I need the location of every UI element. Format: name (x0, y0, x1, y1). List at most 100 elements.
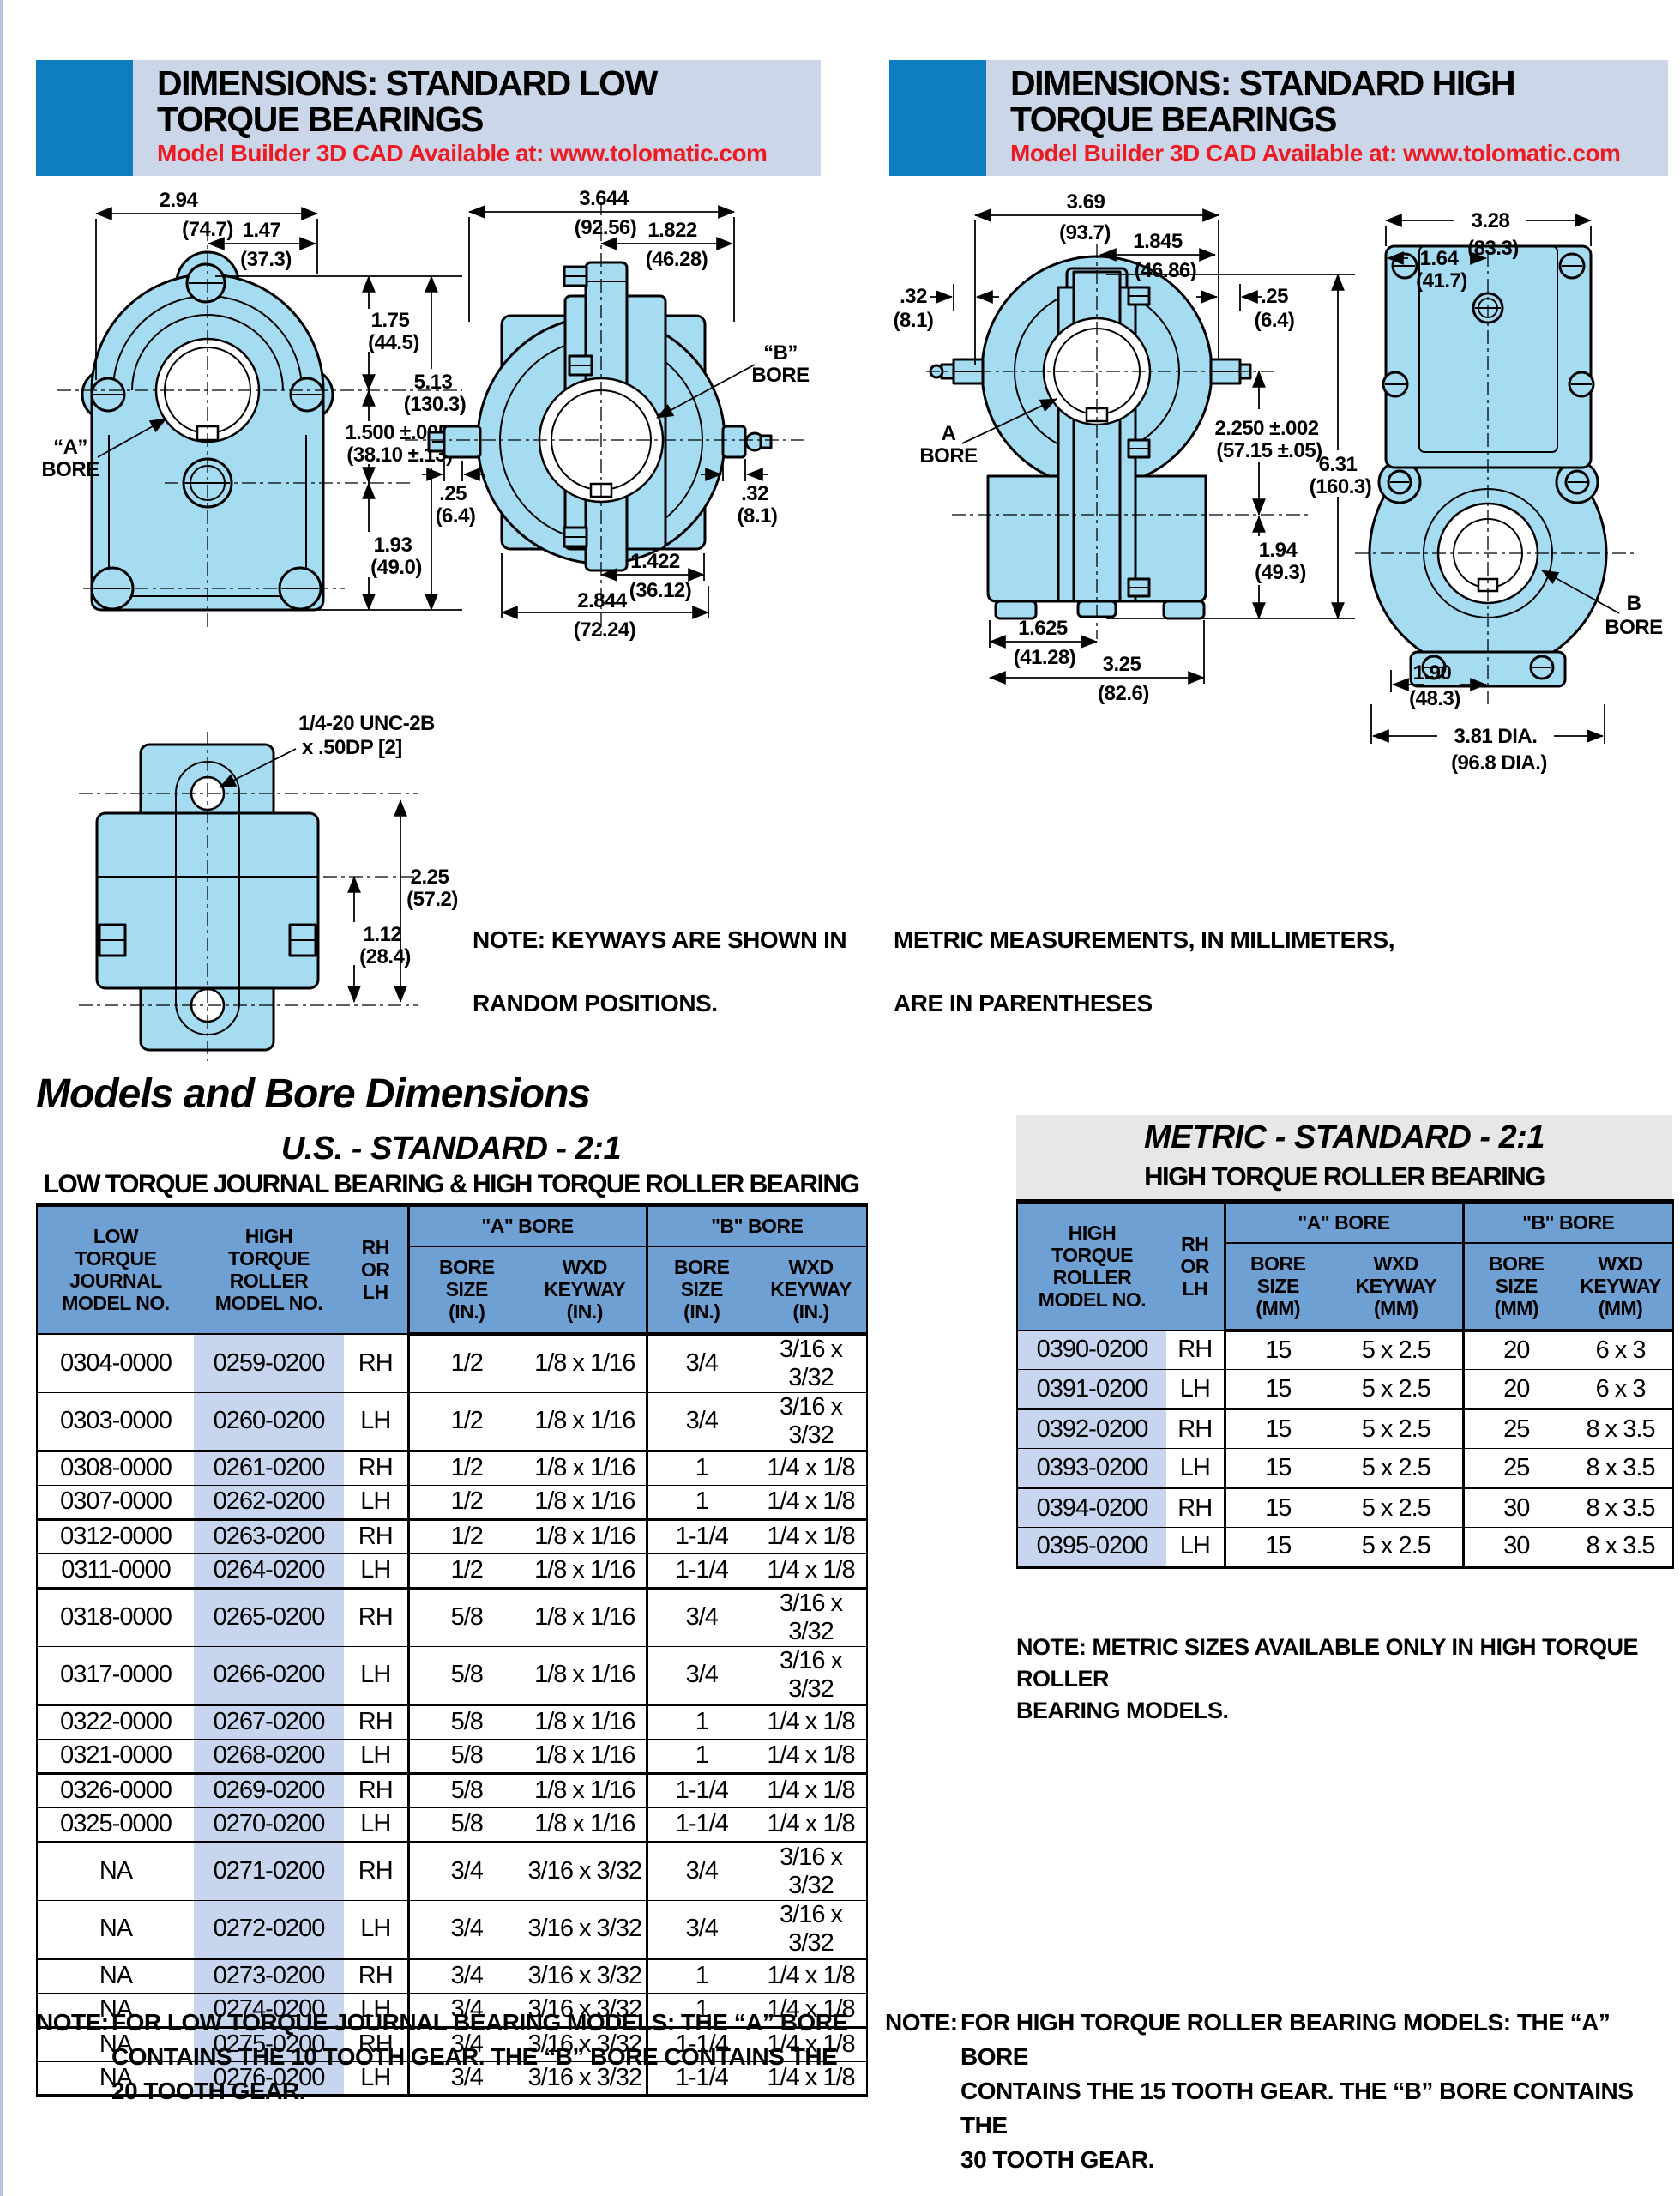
table-cell: LH (1166, 1369, 1225, 1410)
table-cell: RH (1166, 1409, 1225, 1449)
table-cell: 3/4 (645, 1588, 756, 1647)
table-cell: 0303-0000 (37, 1392, 194, 1452)
col-header-rh-lh: RH OR LH (1166, 1201, 1225, 1331)
table-cell: 3/16 x 3/32 (756, 1842, 868, 1901)
table-cell: 0325-0000 (37, 1807, 194, 1843)
table-cell: NA (37, 2061, 194, 2097)
table-cell: 3/4 (406, 1842, 524, 1901)
table-cell: LH (344, 1553, 408, 1590)
dimension-label: (37.3) (240, 248, 292, 271)
note-label: NOTE: (36, 2009, 109, 2036)
table-cell: 1/4 x 1/8 (756, 2027, 868, 2062)
table-row: NA 0273-0200 RH 3/4 3/16 x 3/32 1 1/4 x 1/8 (37, 1958, 868, 1994)
table-cell: 1/4 x 1/8 (756, 2061, 868, 2097)
col-header-a-bore-size: BORE SIZE (IN.) (406, 1246, 524, 1336)
group-header-b-bore: "B" BORE (645, 1204, 868, 1247)
table-row: 0311-0000 0264-0200 LH 1/2 1/8 x 1/16 1-1/4 1/… (37, 1553, 868, 1590)
table-cell: 3/16 x 3/32 (524, 1993, 647, 2029)
table-cell: 1-1/4 (645, 1807, 756, 1843)
note-metric-line1: METRIC MEASUREMENTS, IN MILLIMETERS, (894, 926, 1395, 953)
table-row: 0304-0000 0259-0200 RH 1/2 1/8 x 1/16 3/4 3/16… (37, 1333, 868, 1393)
table-row: 0317-0000 0266-0200 LH 5/8 1/8 x 1/16 3/4 3/16… (37, 1646, 868, 1706)
table-cell: 20 (1461, 1330, 1569, 1370)
low-side-view (427, 261, 773, 572)
table-cell: 1/4 x 1/8 (756, 1519, 868, 1554)
dimension-label: (130.3) (404, 393, 467, 416)
table-row: 0321-0000 0268-0200 LH 5/8 1/8 x 1/16 1 1/4 x … (37, 1739, 868, 1775)
table-cell: 1/4 x 1/8 (756, 1773, 868, 1808)
col-header-low-torque-model: LOW TORQUE JOURNAL MODEL NO. (37, 1204, 194, 1335)
dimension-label: (6.4) (436, 504, 476, 528)
table-cell: 5/8 (406, 1807, 524, 1843)
high-front-centerlines (926, 244, 1308, 639)
table-row: NA 0275-0200 RH 3/4 3/16 x 3/32 1-1/4 1/4 x 1/… (37, 2027, 868, 2062)
dimension-label: (57.15 ±.05) (1216, 439, 1322, 462)
table-cell: 1/8 x 1/16 (524, 1553, 647, 1590)
table-cell: 1/2 (406, 1485, 524, 1521)
table-row: 0390-0200 RH 15 5 x 2.5 20 6 x 3 (1017, 1330, 1674, 1370)
section-title: Models and Bore Dimensions (36, 1071, 591, 1117)
dimension-label: (48.3) (1409, 687, 1460, 710)
thread-callout: 1/4-20 UNC-2B (298, 712, 435, 735)
table-cell: 0273-0200 (194, 1958, 344, 1994)
table-row: NA 0271-0200 RH 3/4 3/16 x 3/32 3/4 3/16 x 3/3… (37, 1842, 868, 1901)
table-cell: 3/16 x 3/32 (524, 1842, 647, 1901)
table-cell: 0308-0000 (37, 1451, 194, 1486)
table-cell: 15 (1223, 1330, 1330, 1370)
metric-table-title: METRIC - STANDARD - 2:1 (1143, 1119, 1545, 1155)
table-cell: LH (344, 1993, 408, 2029)
table-row: 0393-0200 LH 15 5 x 2.5 25 8 x 3.5 (1017, 1448, 1674, 1489)
table-cell: 3/4 (645, 1333, 756, 1393)
table-cell: 5/8 (406, 1704, 524, 1740)
table-cell: 1-1/4 (645, 2027, 756, 2062)
dimension-label: .32 (741, 482, 768, 505)
dimension-label: .32 (900, 285, 927, 308)
page-title-line1: DIMENSIONS: STANDARD HIGH (1010, 63, 1516, 103)
b-bore-label: BORE (751, 364, 810, 387)
table-cell: 5 x 2.5 (1330, 1409, 1464, 1449)
low-side-dimensions: 3.644 (92.56) 1.822 (46.28) “B” BORE .25… (422, 187, 810, 642)
us-table-title: U.S. - STANDARD - 2:1 (280, 1131, 622, 1167)
note-metric-measurements: METRIC MEASUREMENTS, IN MILLIMETERS, ARE… (894, 892, 1395, 1019)
table-cell: 3/16 x 3/32 (524, 2061, 647, 2097)
table-cell: 5/8 (406, 1646, 524, 1706)
note-keyways-line2: RANDOM POSITIONS. (473, 990, 718, 1017)
table-cell: 1/4 x 1/8 (756, 1807, 868, 1843)
table-cell: 3/4 (406, 1993, 524, 2029)
table-cell: 1 (645, 1958, 756, 1994)
dimension-label: (92.56) (575, 216, 637, 239)
table-cell: 3/16 x 3/32 (524, 2027, 647, 2062)
table-cell: 20 (1461, 1369, 1569, 1410)
table-row: 0391-0200 LH 15 5 x 2.5 20 6 x 3 (1017, 1369, 1674, 1410)
table-cell: 1/4 x 1/8 (756, 1993, 868, 2029)
dimension-label: 1.422 (630, 550, 680, 573)
table-cell: LH (344, 2061, 408, 2097)
table-cell: RH (344, 1704, 408, 1740)
table-cell: 3/16 x 3/32 (524, 1900, 647, 1960)
table-cell: 0275-0200 (194, 2027, 344, 2062)
table-cell: 0311-0000 (37, 1553, 194, 1590)
table-row: 0392-0200 RH 15 5 x 2.5 25 8 x 3.5 (1017, 1409, 1674, 1449)
table-cell: 1/2 (406, 1451, 524, 1486)
table-cell: NA (37, 1958, 194, 1994)
table-cell: RH (344, 1333, 408, 1393)
high-side-centerlines (1355, 253, 1634, 708)
col-header-high-torque-model: HIGH TORQUE ROLLER MODEL NO. (194, 1204, 344, 1335)
table-cell: 8 x 3.5 (1569, 1527, 1674, 1568)
table-cell: RH (344, 1451, 408, 1486)
table-cell: 1 (645, 1993, 756, 2029)
metric-table-title-box: METRIC - STANDARD - 2:1 HIGH TORQUE ROLL… (1016, 1115, 1672, 1199)
header-low-torque: DIMENSIONS: STANDARD LOW TORQUE BEARINGS… (36, 60, 821, 176)
table-cell: 1/8 x 1/16 (524, 1451, 647, 1486)
table-cell: 0318-0000 (37, 1588, 194, 1647)
table-cell: LH (344, 1807, 408, 1843)
dimension-label: 2.844 (577, 589, 628, 612)
table-cell: 1-1/4 (645, 1773, 756, 1808)
dimension-label: 6.31 (1319, 453, 1358, 476)
dimension-label: (8.1) (894, 309, 934, 332)
table-cell: 5/8 (406, 1588, 524, 1647)
table-cell: 0259-0200 (194, 1333, 344, 1393)
note-body: FOR LOW TORQUE JOURNAL BEARING MODELS: T… (111, 2009, 848, 2104)
note-keyways: NOTE: KEYWAYS ARE SHOWN IN RANDOM POSITI… (473, 892, 847, 1019)
table-cell: 0266-0200 (194, 1646, 344, 1706)
